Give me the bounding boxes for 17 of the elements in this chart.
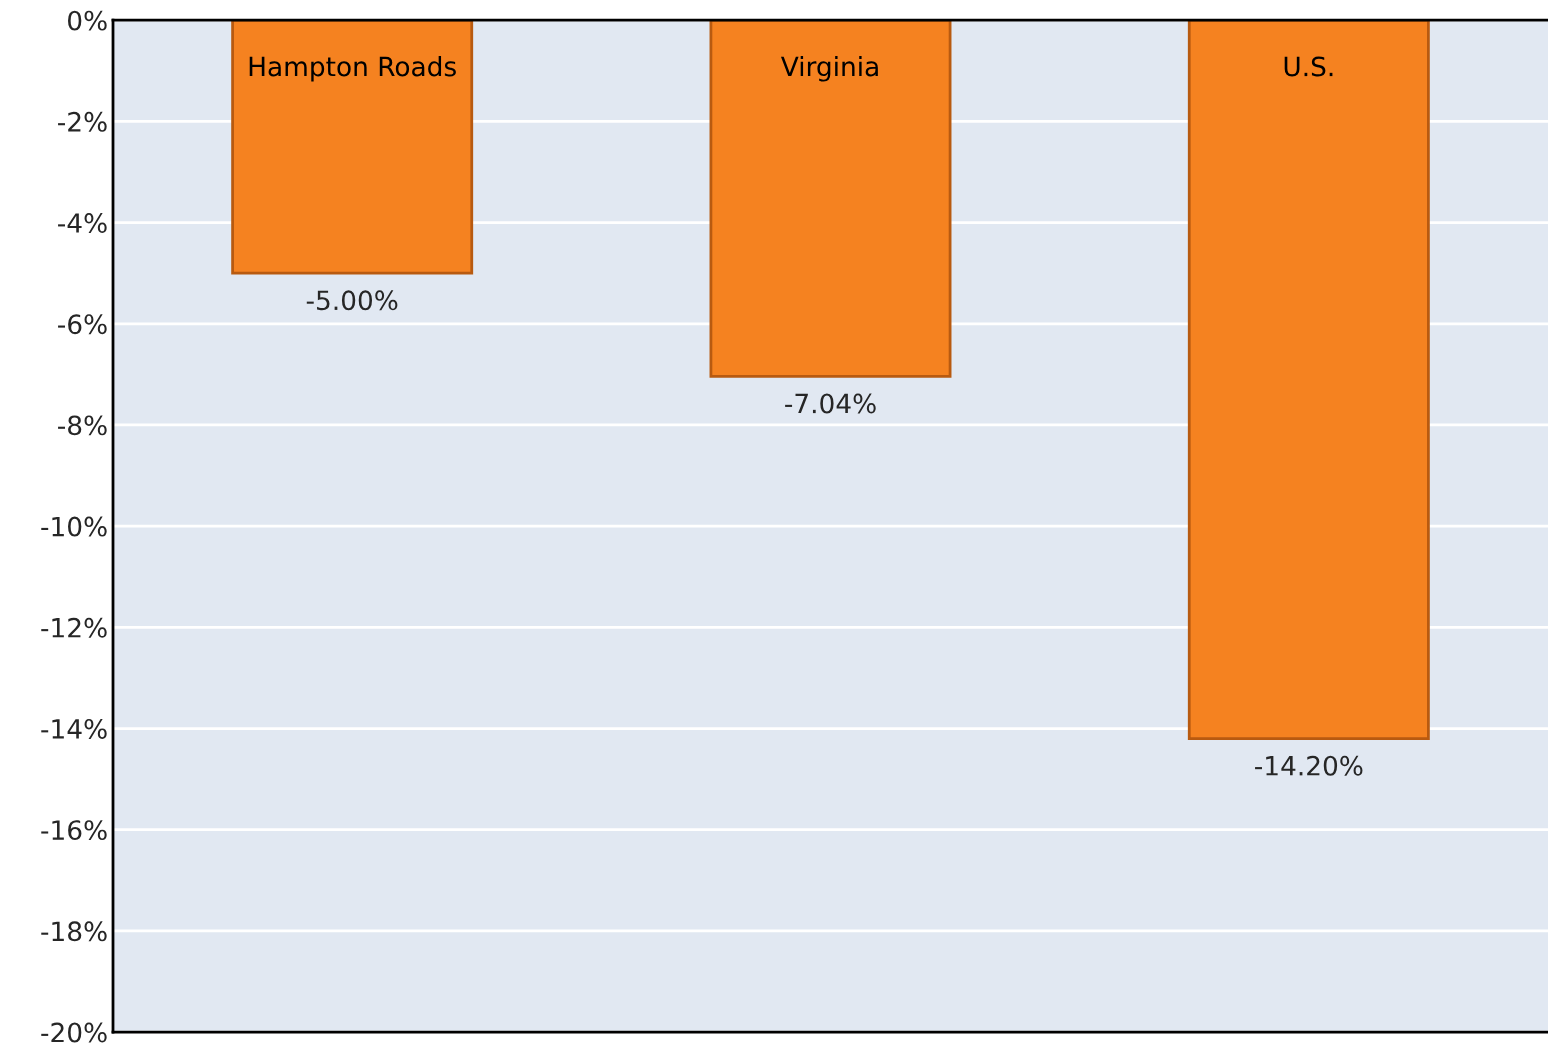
data-label: -7.04%	[785, 393, 876, 414]
y-tick-label: -16%	[41, 820, 107, 841]
y-tick-label: -2%	[58, 111, 107, 132]
y-tick-label: -6%	[58, 314, 107, 335]
data-label: -5.00%	[306, 290, 398, 311]
y-tick-label: -4%	[58, 213, 107, 233]
x-tick-label: Virginia	[780, 56, 878, 82]
y-tick-label: -14%	[41, 718, 107, 739]
y-tick-label: -20%	[41, 1022, 107, 1043]
y-tick-label: -10%	[41, 516, 107, 537]
y-tick-label: -8%	[58, 415, 107, 436]
y-tick-label: -18%	[41, 921, 107, 942]
y-tick-label: -12%	[41, 617, 107, 638]
x-tick-label: U.S.	[1284, 56, 1333, 77]
data-label: -14.20%	[1255, 755, 1363, 776]
x-tick-label: Hampton Roads	[249, 56, 456, 82]
y-tick-label: 0%	[68, 10, 107, 31]
